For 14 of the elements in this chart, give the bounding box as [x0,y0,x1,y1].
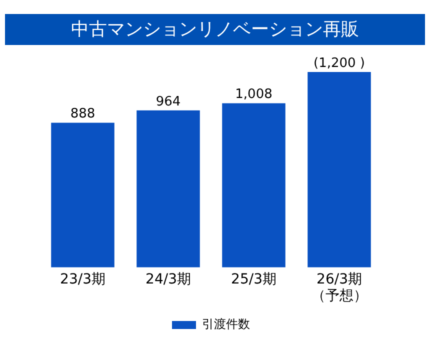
bar [51,122,114,268]
bar [308,72,371,268]
bar [222,103,286,268]
x-tick-label: 26/3期（予想） [311,271,368,304]
x-tick-label: 25/3期 [231,271,276,288]
x-tick-label: 23/3期 [60,271,106,288]
chart-title: 中古マンションリノベーション再販 [5,14,425,45]
data-label: (1,200 ) [314,56,365,71]
legend-label: 引渡件数 [202,317,250,332]
x-tick-label: 24/3期 [146,271,191,288]
data-label: 1,008 [235,87,272,102]
data-label: 964 [156,94,181,110]
bar [136,110,200,268]
data-label: 888 [70,106,96,122]
